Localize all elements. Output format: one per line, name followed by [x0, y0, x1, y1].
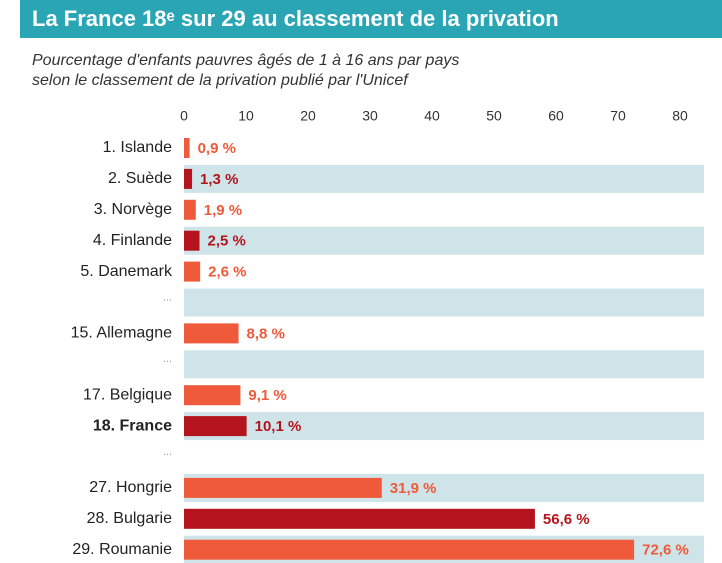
value-label: 2,5 %: [208, 233, 246, 250]
bar: [184, 138, 190, 158]
x-tick-label: 40: [424, 108, 440, 124]
bar: [184, 230, 200, 251]
x-tick-label: 70: [610, 108, 626, 124]
y-tick-label: ...: [163, 353, 172, 365]
x-tick-label: 30: [362, 108, 378, 124]
value-label: 1,3 %: [200, 171, 238, 188]
subtitle: Pourcentage d'enfants pauvres âgés de 1 …: [32, 52, 459, 69]
bar: [184, 261, 201, 282]
bar: [184, 477, 382, 498]
bar: [184, 323, 239, 344]
value-label: 31,9 %: [390, 480, 437, 497]
y-tick-label: 2. Suède: [108, 170, 172, 187]
x-tick-label: 20: [300, 108, 316, 124]
bar: [184, 168, 193, 189]
y-tick-label: 27. Hongrie: [89, 479, 172, 496]
bar: [184, 508, 535, 529]
value-label: 72,6 %: [642, 542, 689, 559]
y-tick-label: ...: [163, 291, 172, 303]
x-tick-label: 0: [180, 108, 188, 124]
y-tick-label: 29. Roumanie: [72, 541, 172, 558]
y-tick-label: 3. Norvège: [94, 201, 172, 218]
value-label: 8,8 %: [247, 325, 285, 342]
bar: [184, 539, 635, 560]
value-label: 2,6 %: [208, 264, 246, 281]
bar: [184, 416, 247, 437]
y-tick-label: 18. France: [93, 417, 172, 434]
value-label: 1,9 %: [204, 202, 242, 219]
bar: [184, 199, 196, 220]
y-tick-label: 17. Belgique: [83, 386, 172, 403]
bar: [184, 385, 241, 406]
y-tick-label: 28. Bulgarie: [87, 510, 172, 527]
chart-title: La France 18ᵉ sur 29 au classement de la…: [32, 6, 559, 31]
title-bar: [20, 0, 722, 38]
x-tick-label: 80: [672, 108, 688, 124]
y-tick-label: 15. Allemagne: [71, 325, 173, 342]
x-tick-label: 50: [486, 108, 502, 124]
y-tick-label: 5. Danemark: [80, 263, 173, 280]
x-tick-label: 10: [238, 108, 254, 124]
subtitle: selon le classement de la privation publ…: [32, 72, 409, 89]
value-label: 0,9 %: [198, 140, 236, 157]
x-tick-label: 60: [548, 108, 564, 124]
y-tick-label: 1. Islande: [103, 139, 172, 156]
value-label: 10,1 %: [255, 418, 302, 435]
y-tick-label: 4. Finlande: [93, 232, 172, 249]
value-label: 9,1 %: [248, 387, 286, 404]
value-label: 56,6 %: [543, 511, 590, 528]
row-band: [184, 350, 704, 379]
row-band: [184, 226, 704, 255]
row-band: [184, 288, 704, 317]
row-band: [184, 412, 704, 441]
y-tick-label: ...: [163, 446, 172, 458]
row-band: [184, 164, 704, 193]
